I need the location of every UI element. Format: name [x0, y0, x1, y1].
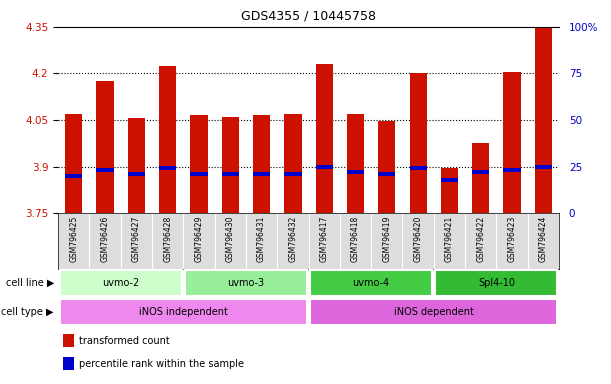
Bar [65, 114, 82, 213]
Bar [378, 121, 395, 213]
Bar [128, 118, 145, 213]
Bar [191, 115, 208, 213]
Bar [185, 270, 307, 296]
Text: iNOS dependent: iNOS dependent [394, 307, 474, 317]
Text: GSM796426: GSM796426 [101, 216, 109, 262]
Bar [441, 177, 458, 182]
Bar [378, 172, 395, 176]
Text: Spl4-10: Spl4-10 [478, 278, 515, 288]
Text: transformed count: transformed count [79, 336, 170, 346]
Bar [159, 66, 176, 213]
Text: uvmo-3: uvmo-3 [227, 278, 265, 288]
Text: GSM796429: GSM796429 [194, 216, 203, 262]
Bar [436, 270, 557, 296]
Bar [65, 174, 82, 178]
Bar [310, 270, 432, 296]
Bar [97, 81, 114, 213]
Bar [535, 164, 552, 169]
Text: GSM796418: GSM796418 [351, 216, 360, 262]
Text: iNOS independent: iNOS independent [139, 307, 228, 317]
Bar [253, 172, 270, 176]
Text: GSM796420: GSM796420 [414, 216, 423, 262]
Text: GSM796431: GSM796431 [257, 216, 266, 262]
Bar [472, 170, 489, 174]
Text: GSM796427: GSM796427 [132, 216, 141, 262]
Bar [316, 164, 333, 169]
Text: GSM796419: GSM796419 [382, 216, 391, 262]
Bar [535, 28, 552, 213]
Text: GSM796421: GSM796421 [445, 216, 454, 262]
Bar [191, 172, 208, 176]
Text: GSM796422: GSM796422 [477, 216, 485, 262]
Text: percentile rank within the sample: percentile rank within the sample [79, 359, 244, 369]
Text: GSM796432: GSM796432 [288, 216, 298, 262]
Bar [441, 168, 458, 213]
Text: GSM796430: GSM796430 [226, 216, 235, 262]
Bar [253, 115, 270, 213]
Text: GSM796417: GSM796417 [320, 216, 329, 262]
Bar [409, 73, 426, 213]
Bar [284, 114, 301, 213]
Bar [310, 299, 557, 325]
Bar [222, 172, 239, 176]
Text: uvmo-2: uvmo-2 [102, 278, 139, 288]
Bar [60, 270, 181, 296]
Bar [503, 168, 521, 172]
Bar [63, 334, 74, 347]
Text: cell type ▶: cell type ▶ [1, 307, 54, 317]
Bar [347, 170, 364, 174]
Text: GDS4355 / 10445758: GDS4355 / 10445758 [241, 10, 376, 23]
Text: GSM796423: GSM796423 [508, 216, 516, 262]
Bar [222, 117, 239, 213]
Bar [503, 72, 521, 213]
Text: GSM796428: GSM796428 [163, 216, 172, 262]
Text: uvmo-4: uvmo-4 [353, 278, 390, 288]
Text: cell line ▶: cell line ▶ [5, 278, 54, 288]
Bar [159, 166, 176, 170]
Bar [284, 172, 301, 176]
Bar [316, 64, 333, 213]
Bar [97, 168, 114, 172]
Text: GSM796424: GSM796424 [539, 216, 548, 262]
Bar [472, 143, 489, 213]
Bar [409, 166, 426, 170]
Bar [60, 299, 307, 325]
Text: GSM796425: GSM796425 [69, 216, 78, 262]
Bar [63, 358, 74, 370]
Bar [347, 114, 364, 213]
Bar [128, 172, 145, 176]
